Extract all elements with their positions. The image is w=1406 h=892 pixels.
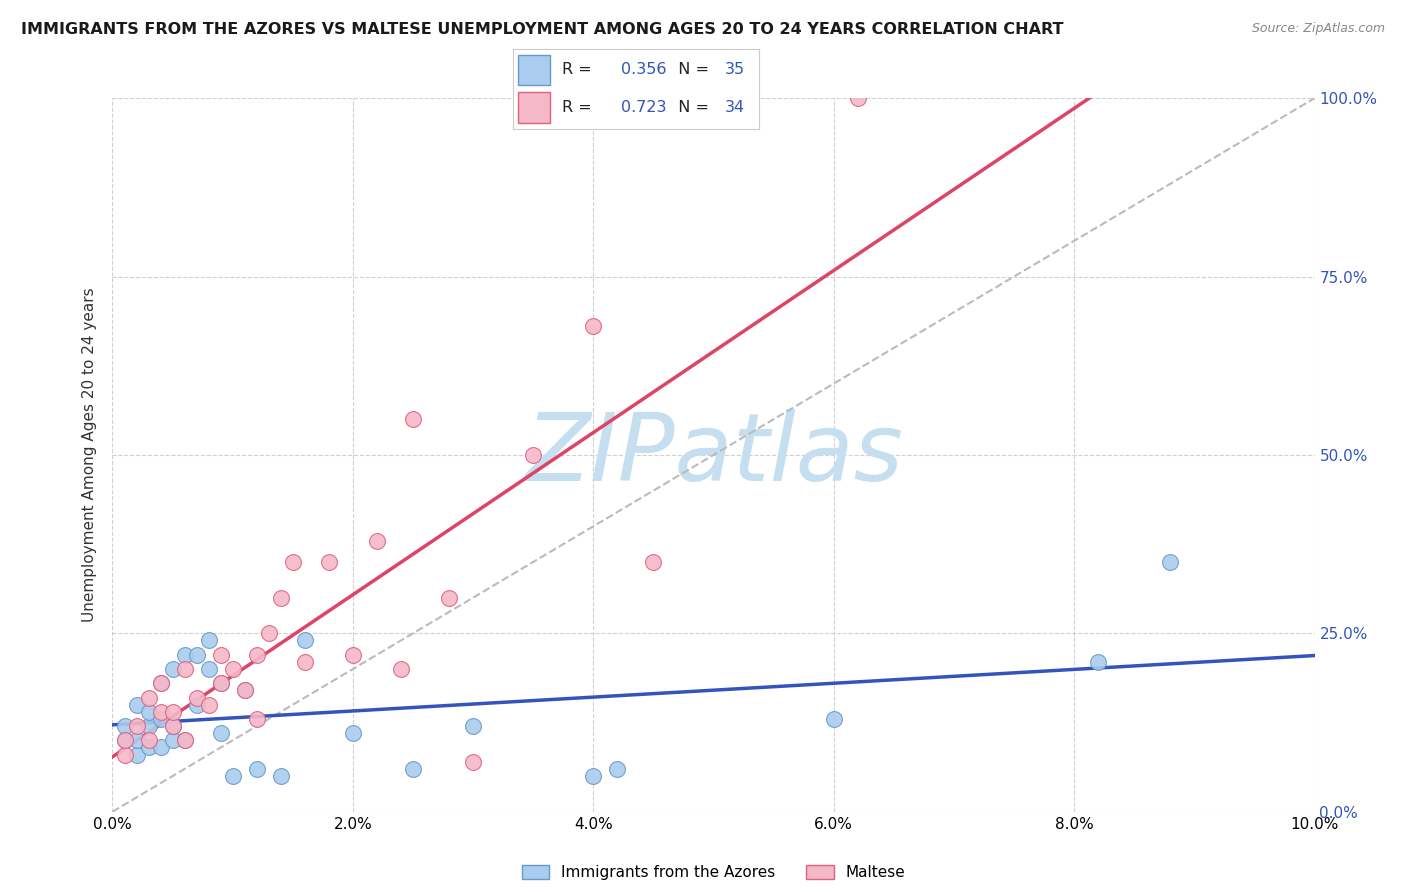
Point [186,698,208,712]
Point [173,733,195,747]
Point [162,662,184,676]
Text: 35: 35 [725,62,745,78]
Point [1087,655,1109,669]
Point [233,683,256,698]
Point [281,555,304,569]
Point [402,762,425,776]
Point [173,662,195,676]
Point [209,726,232,740]
Point [209,676,232,690]
Text: IMMIGRANTS FROM THE AZORES VS MALTESE UNEMPLOYMENT AMONG AGES 20 TO 24 YEARS COR: IMMIGRANTS FROM THE AZORES VS MALTESE UN… [21,22,1063,37]
Point [149,676,172,690]
Point [461,719,484,733]
Point [125,698,148,712]
Text: ZIPatlas: ZIPatlas [524,409,903,500]
Point [149,740,172,755]
Point [209,676,232,690]
Point [138,733,160,747]
Point [114,733,136,747]
Point [162,705,184,719]
Point [173,648,195,662]
Point [114,733,136,747]
Point [342,648,364,662]
Point [366,533,388,548]
Point [114,747,136,762]
Point [270,591,292,605]
Point [114,719,136,733]
Point [461,755,484,769]
Point [1159,555,1181,569]
Point [138,690,160,705]
Point [582,319,605,334]
Point [149,676,172,690]
Point [222,769,245,783]
FancyBboxPatch shape [517,93,550,123]
Point [125,733,148,747]
Point [125,747,148,762]
Text: Source: ZipAtlas.com: Source: ZipAtlas.com [1251,22,1385,36]
Point [823,712,845,726]
Point [257,626,280,640]
Point [270,769,292,783]
Point [209,648,232,662]
Point [138,740,160,755]
Point [197,698,219,712]
Text: N =: N = [668,62,714,78]
Point [318,555,340,569]
Point [197,633,219,648]
Point [246,712,269,726]
Point [138,705,160,719]
Point [643,555,665,569]
Point [246,762,269,776]
Point [125,719,148,733]
Point [582,769,605,783]
Point [522,448,544,462]
Point [246,648,269,662]
Point [437,591,460,605]
Point [294,633,316,648]
Point [606,762,628,776]
FancyBboxPatch shape [517,54,550,86]
Point [162,719,184,733]
Text: R =: R = [562,100,598,115]
Legend: Immigrants from the Azores, Maltese: Immigrants from the Azores, Maltese [516,859,911,886]
Text: R =: R = [562,62,598,78]
Point [294,655,316,669]
Y-axis label: Unemployment Among Ages 20 to 24 years: Unemployment Among Ages 20 to 24 years [82,287,97,623]
Point [197,662,219,676]
Text: 0.356: 0.356 [621,62,666,78]
Text: N =: N = [668,100,714,115]
Text: 0.723: 0.723 [621,100,666,115]
Point [162,719,184,733]
Point [233,683,256,698]
Point [402,412,425,426]
Point [138,719,160,733]
Point [342,726,364,740]
Point [149,712,172,726]
Point [162,733,184,747]
Point [173,733,195,747]
Point [222,662,245,676]
Point [389,662,412,676]
Point [186,648,208,662]
Point [149,705,172,719]
Point [186,690,208,705]
Point [846,91,869,105]
Text: 34: 34 [725,100,745,115]
